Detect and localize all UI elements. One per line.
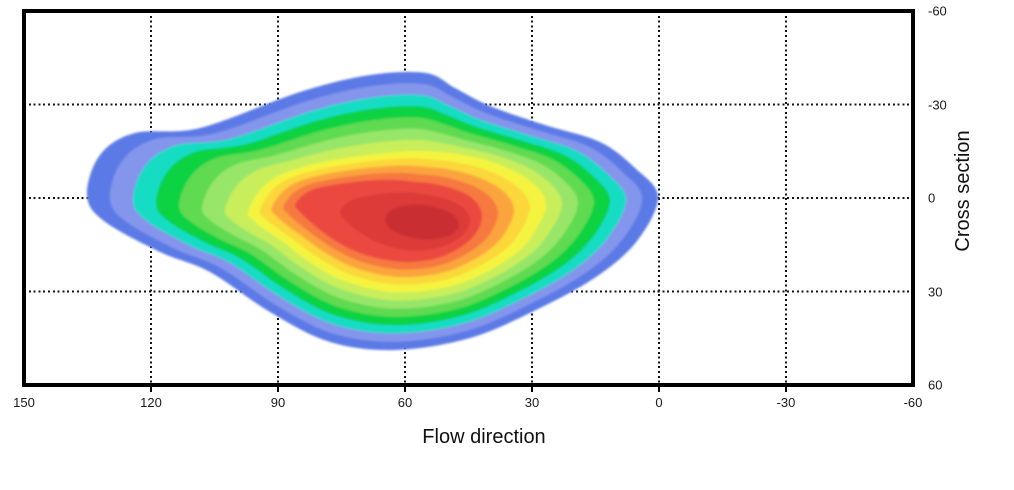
y-tick-label--60: -60 (928, 3, 947, 19)
x-tick-label-90: 90 (270, 395, 286, 410)
x-tick-label-0: 0 (655, 395, 663, 410)
y-tick-label-60: 60 (928, 377, 943, 393)
y-tick-label--30: -30 (928, 97, 947, 112)
contour-bands (86, 71, 659, 351)
y-axis-title: Cross section (952, 130, 974, 252)
y-tick-label-0: 0 (928, 190, 936, 206)
x-tick-label--60: -60 (903, 395, 923, 410)
plot-border (22, 9, 915, 387)
x-axis-title: Flow direction (422, 426, 546, 448)
x-tick-label-120: 120 (140, 395, 162, 410)
x-tick-label-60: 60 (397, 395, 413, 410)
x-tick-label-30: 30 (524, 395, 540, 410)
contour-band-level-13 (385, 204, 459, 240)
x-tick-label-150: 150 (13, 395, 35, 410)
y-tick-label-30: 30 (928, 284, 943, 299)
x-tick-label--30: -30 (776, 395, 796, 410)
